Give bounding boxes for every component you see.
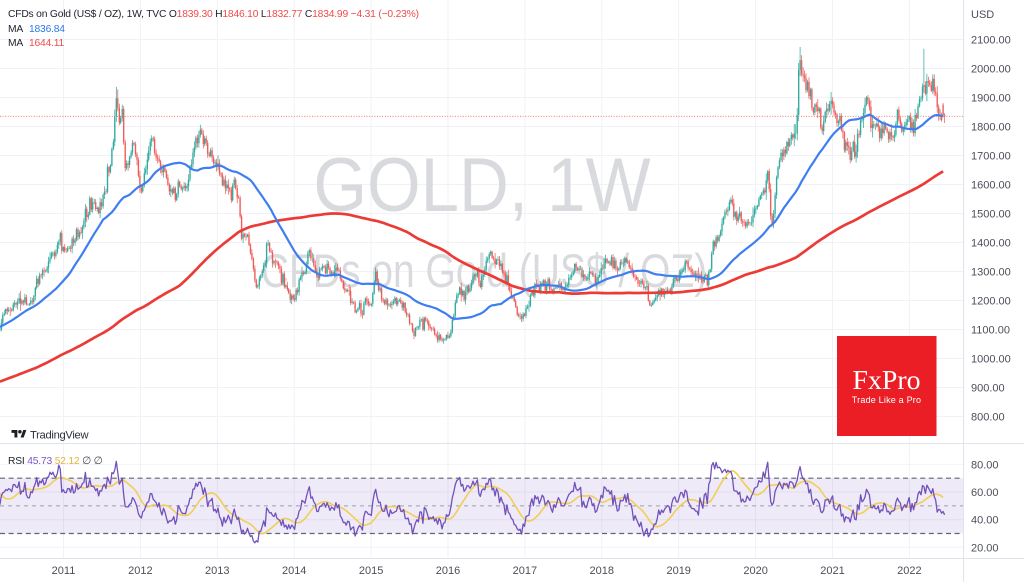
svg-text:RSI 45.73 52.12 ∅ ∅: RSI 45.73 52.12 ∅ ∅ (8, 456, 102, 467)
svg-text:2012: 2012 (128, 565, 152, 577)
svg-text:GOLD, 1W: GOLD, 1W (313, 143, 651, 228)
svg-text:MA 1644.11: MA 1644.11 (8, 38, 65, 49)
svg-text:USD: USD (971, 9, 994, 21)
svg-text:1200.00: 1200.00 (971, 296, 1011, 308)
svg-text:2020: 2020 (743, 565, 767, 577)
svg-text:2022: 2022 (897, 565, 921, 577)
svg-text:60.00: 60.00 (971, 487, 999, 499)
svg-text:2000.00: 2000.00 (971, 64, 1011, 76)
svg-text:CFDs on Gold (US$ / OZ), 1W, T: CFDs on Gold (US$ / OZ), 1W, TVC O1839.3… (8, 9, 419, 20)
svg-text:1900.00: 1900.00 (971, 93, 1011, 105)
svg-text:40.00: 40.00 (971, 515, 999, 527)
svg-text:2018: 2018 (590, 565, 614, 577)
svg-text:20.00: 20.00 (971, 542, 999, 554)
svg-text:2017: 2017 (513, 565, 537, 577)
svg-text:2100.00: 2100.00 (971, 35, 1011, 47)
svg-text:MA 1836.84: MA 1836.84 (8, 24, 65, 35)
svg-text:2016: 2016 (436, 565, 460, 577)
svg-text:2013: 2013 (205, 565, 229, 577)
svg-text:80.00: 80.00 (971, 459, 999, 471)
svg-text:Trade Like a Pro: Trade Like a Pro (852, 395, 921, 405)
svg-text:1000.00: 1000.00 (971, 354, 1011, 366)
svg-text:FxPro: FxPro (853, 365, 921, 396)
svg-text:2015: 2015 (359, 565, 383, 577)
svg-text:2011: 2011 (52, 565, 76, 577)
svg-text:1600.00: 1600.00 (971, 180, 1011, 192)
svg-text:1300.00: 1300.00 (971, 267, 1011, 279)
svg-text:1400.00: 1400.00 (971, 238, 1011, 250)
svg-text:TradingView: TradingView (30, 430, 89, 442)
svg-text:2021: 2021 (820, 565, 844, 577)
svg-text:1100.00: 1100.00 (971, 325, 1010, 337)
svg-text:2014: 2014 (282, 565, 306, 577)
svg-text:1800.00: 1800.00 (971, 122, 1011, 134)
svg-text:800.00: 800.00 (971, 412, 1005, 424)
svg-text:2019: 2019 (666, 565, 690, 577)
svg-text:900.00: 900.00 (971, 383, 1005, 395)
svg-text:1500.00: 1500.00 (971, 209, 1011, 221)
svg-text:1700.00: 1700.00 (971, 151, 1011, 163)
